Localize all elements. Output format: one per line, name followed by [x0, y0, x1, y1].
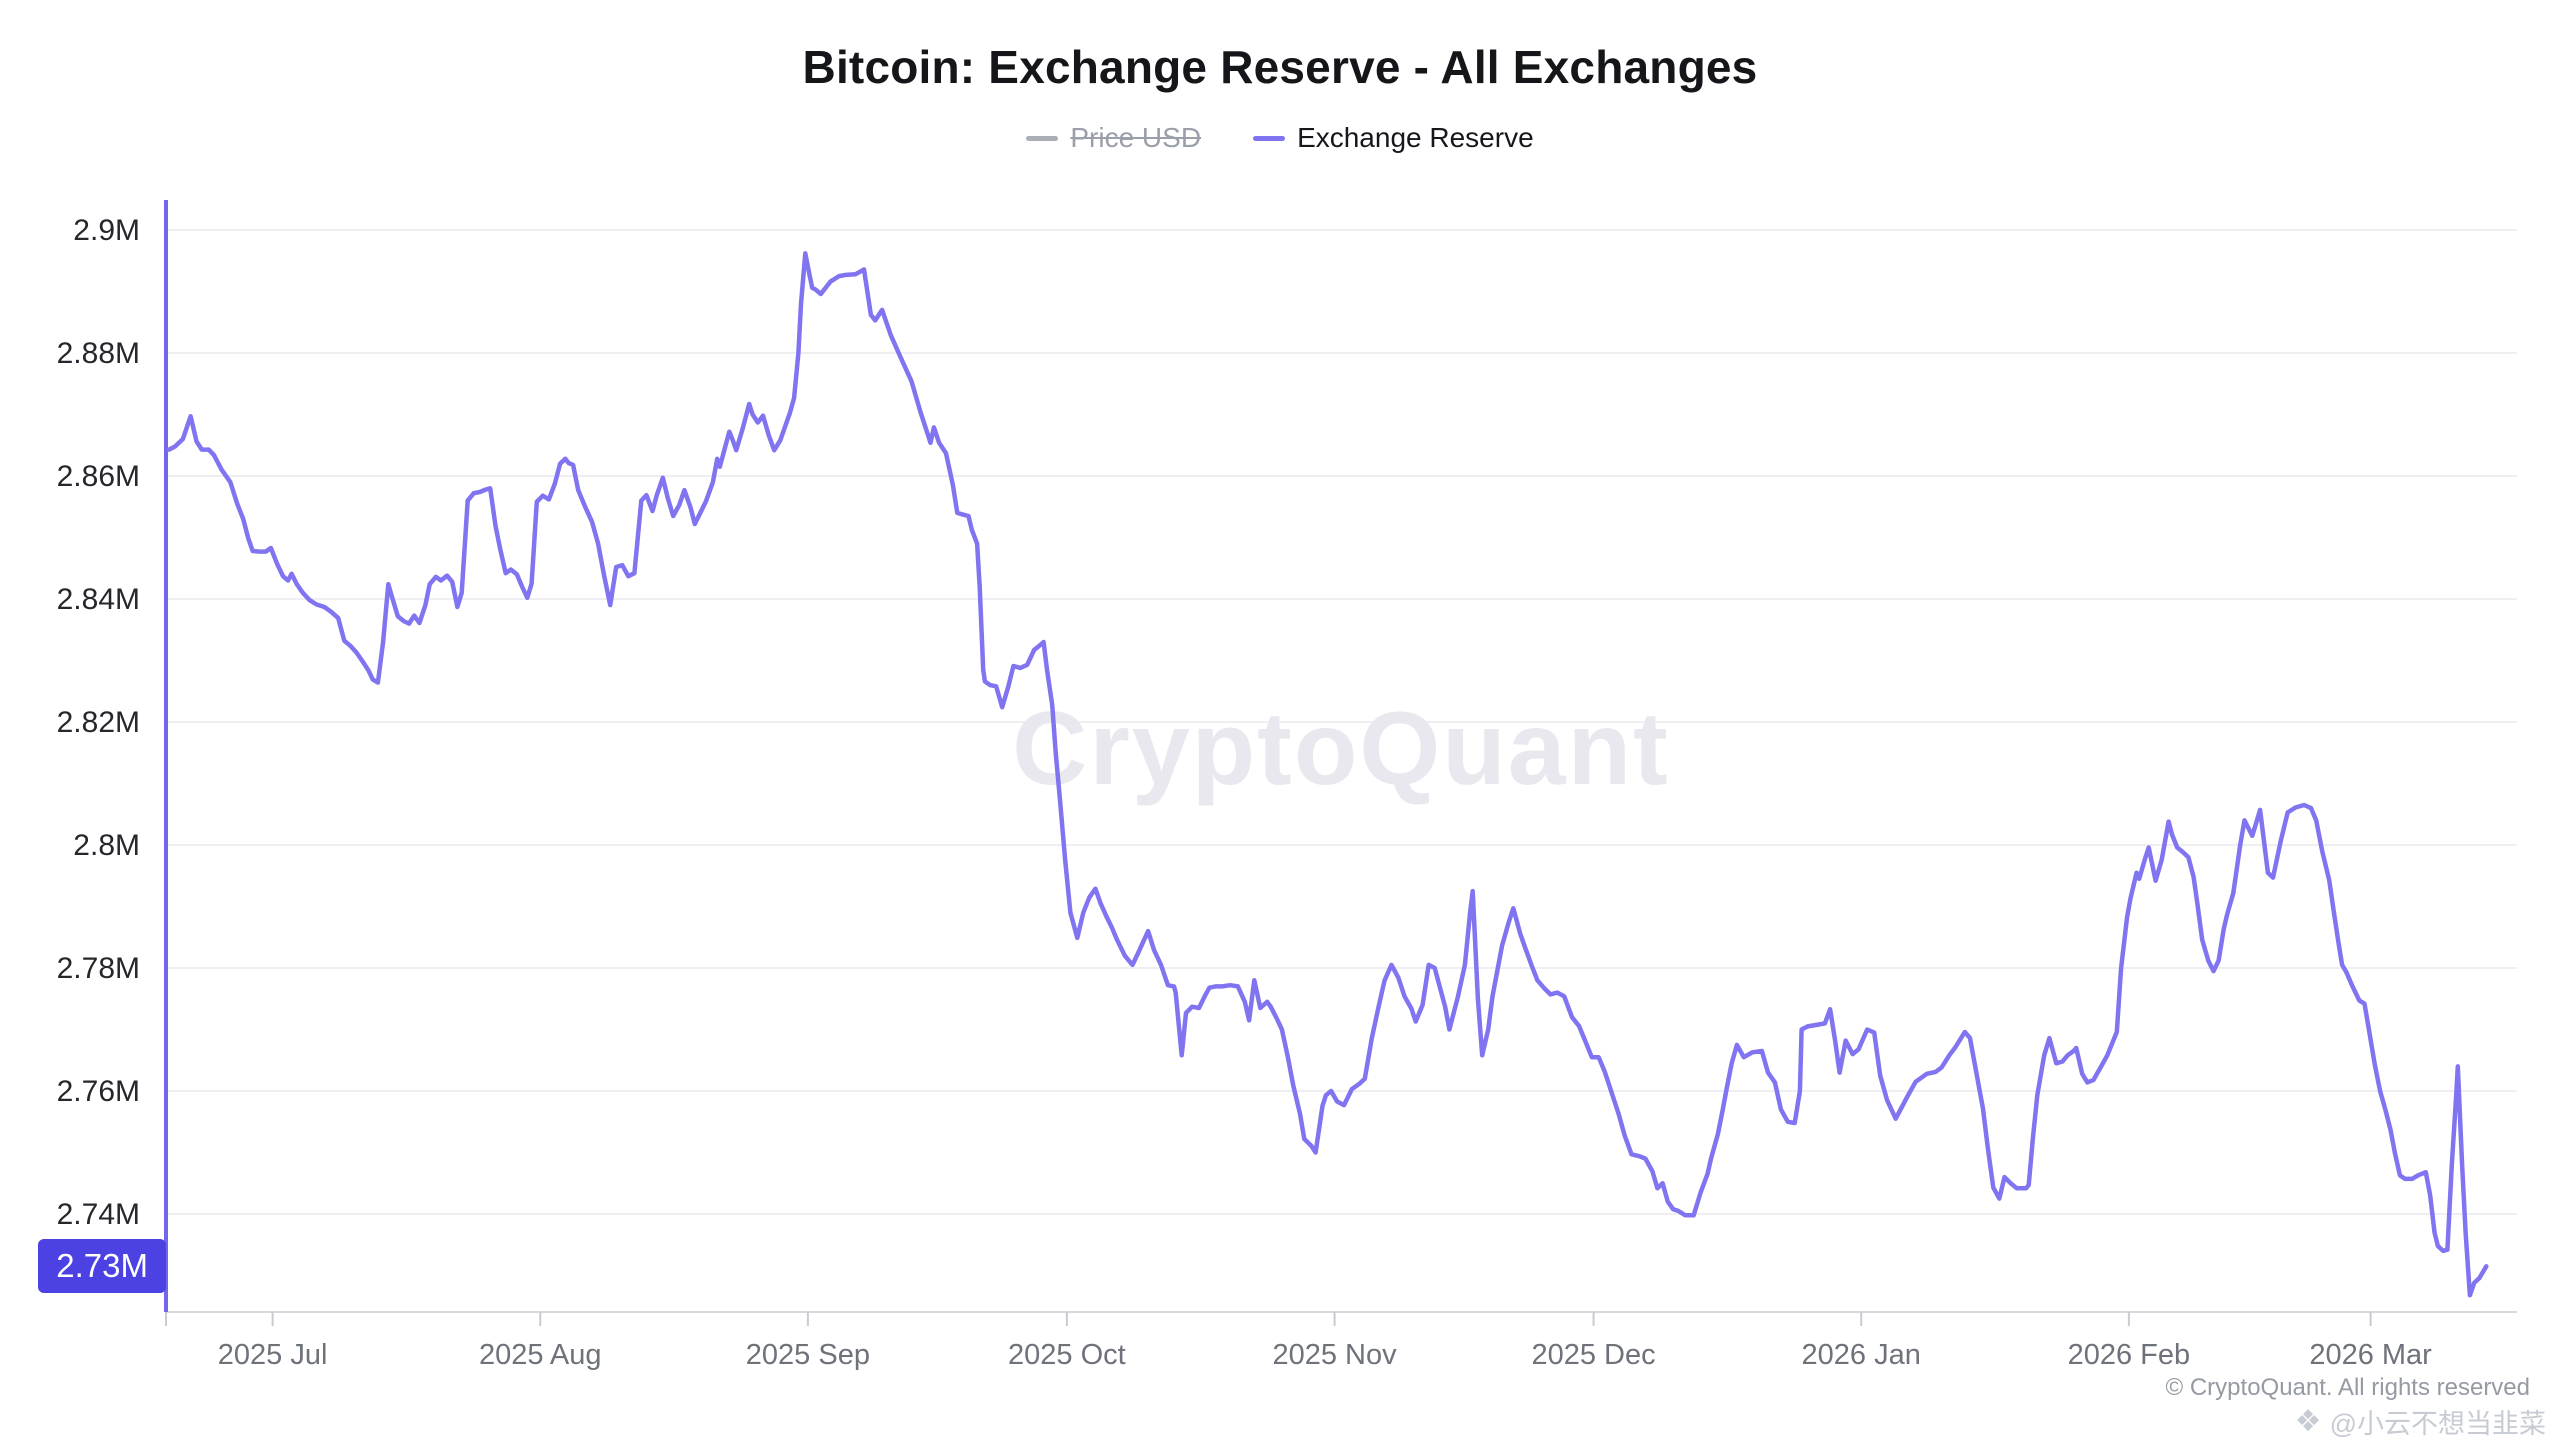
binance-diamond-icon: ❖	[2294, 1404, 2322, 1438]
x-axis-label: 2025 Aug	[479, 1339, 602, 1371]
exchange-reserve-dash-icon	[1253, 135, 1286, 141]
chart-title: Bitcoin: Exchange Reserve - All Exchange…	[802, 41, 1758, 93]
y-axis-label: 2.74M	[57, 1198, 140, 1231]
last-value-badge: 2.73M	[38, 1239, 166, 1294]
user-watermark-text: @小云不想当韭菜	[2329, 1409, 2546, 1439]
y-axis-label: 2.86M	[57, 460, 140, 493]
exchange-reserve-line[interactable]	[166, 251, 2489, 1298]
legend-label-price-usd: Price USD	[1070, 122, 1202, 153]
x-axis-label: 2026 Mar	[2309, 1339, 2432, 1371]
y-axis-label: 2.78M	[57, 952, 140, 985]
x-axis-label: 2025 Sep	[746, 1339, 870, 1371]
x-axis-label: 2026 Feb	[2068, 1339, 2191, 1371]
y-axis-label: 2.9M	[73, 214, 140, 247]
x-axis-label: 2025 Oct	[1008, 1339, 1126, 1371]
copyright-text: © CryptoQuant. All rights reserved	[2165, 1374, 2531, 1401]
cryptoquant-watermark: CryptoQuant	[1012, 691, 1670, 807]
price-usd-dash-icon	[1026, 135, 1059, 141]
x-axis-label: 2025 Jul	[218, 1339, 328, 1371]
legend-item-price-usd[interactable]: Price USD	[1026, 122, 1201, 154]
y-axis-label: 2.76M	[57, 1075, 140, 1108]
x-axis-label: 2025 Nov	[1272, 1339, 1397, 1371]
y-axis-label: 2.82M	[57, 706, 140, 739]
y-axis-label: 2.8M	[73, 829, 140, 862]
legend-label-exchange-reserve: Exchange Reserve	[1297, 122, 1534, 153]
y-axis-label: 2.88M	[57, 337, 140, 370]
user-watermark: ❖ @小云不想当韭菜	[2295, 1402, 2546, 1440]
legend-item-exchange-reserve[interactable]: Exchange Reserve	[1253, 122, 1534, 154]
y-axis-label: 2.84M	[57, 583, 140, 616]
x-axis-label: 2026 Jan	[1802, 1339, 1921, 1371]
legend: Price USD Exchange Reserve	[0, 122, 2560, 154]
x-axis-label: 2025 Dec	[1531, 1339, 1655, 1371]
